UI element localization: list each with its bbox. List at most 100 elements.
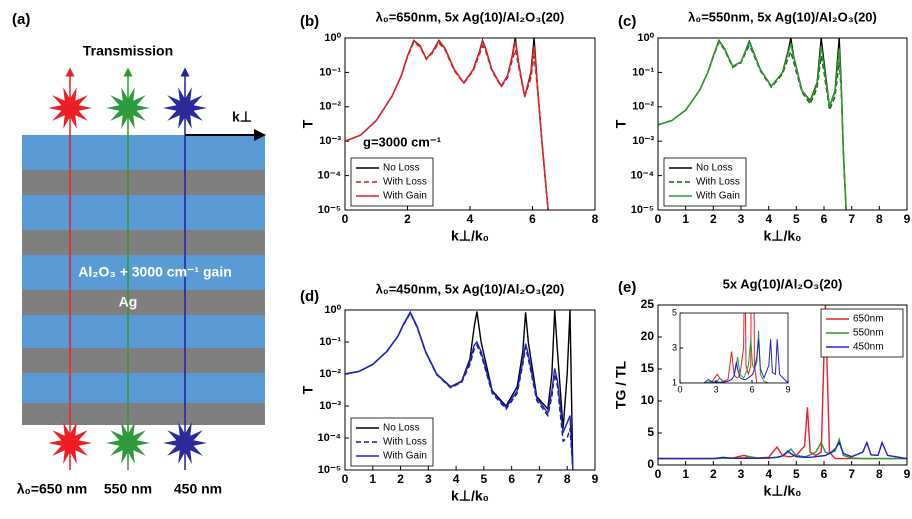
y-tick-label: 15 [641, 361, 655, 375]
x-tick-label: 9 [592, 472, 599, 486]
y-tick-label: 20 [641, 329, 655, 343]
starburst [106, 422, 150, 464]
y-axis-label: TG / TL [613, 360, 629, 409]
y-tick-label: 10⁻⁵ [631, 204, 654, 216]
legend-label: No Loss [383, 423, 420, 434]
legend-label: 550nm [853, 328, 884, 339]
x-tick-label: 5 [793, 467, 800, 481]
legend-label: No Loss [696, 163, 733, 174]
x-tick-label: 2 [397, 472, 404, 486]
starburst [106, 87, 150, 129]
y-tick-label: 25 [641, 297, 655, 311]
x-axis-label: k⊥/k₀ [451, 228, 489, 244]
legend-label: 650nm [853, 314, 884, 325]
x-axis-label: k⊥/k₀ [451, 488, 489, 504]
x-tick-label: 3 [738, 212, 745, 226]
plot-frame [344, 37, 596, 211]
x-tick-label: 4 [467, 212, 474, 226]
panel-label: (c) [618, 13, 636, 30]
ag-layers [22, 170, 265, 425]
x-tick-label: 8 [592, 212, 599, 226]
y-tick-label: 10⁻¹ [319, 66, 341, 78]
x-tick-label: 1 [682, 212, 689, 226]
legend-label: With Loss [383, 177, 427, 188]
chart-title: λ₀=650nm, 5x Ag(10)/Al₂O₃(20) [376, 9, 565, 24]
x-tick-label: 3 [425, 472, 432, 486]
heading: Transmission [83, 43, 173, 59]
legend-label: With Gain [383, 451, 427, 462]
x-tick-label: 7 [848, 467, 855, 481]
y-axis-label: T [613, 119, 629, 128]
y-tick-label: 10⁻³ [632, 135, 654, 147]
y-tick-label: 10⁰ [324, 304, 341, 316]
x-tick-label: 0 [655, 467, 662, 481]
x-tick-label: 6 [821, 212, 828, 226]
series-line [658, 39, 847, 210]
series-line [680, 339, 788, 383]
legend-label: With Gain [696, 191, 740, 202]
chart-title: λ₀=550nm, 5x Ag(10)/Al₂O₃(20) [688, 9, 877, 24]
x-tick-label: 1 [682, 467, 689, 481]
x-tick-label: 0 [655, 212, 662, 226]
y-tick-label: 10⁻³ [319, 400, 341, 412]
x-tick-label: 2 [404, 212, 411, 226]
x-tick-label: 8 [876, 467, 883, 481]
panel-a: (a) Transmission k⊥ Al₂O₃ + 3000 cm⁻¹ ga… [12, 11, 266, 497]
legend-label: With Loss [696, 177, 740, 188]
x-tick-label: 6 [821, 467, 828, 481]
x-tick-label: 6 [529, 212, 536, 226]
y-axis-label: T [300, 119, 316, 128]
x-tick-label: 4 [765, 467, 772, 481]
series-line [658, 440, 907, 460]
inset-y-tick-label: 5 [672, 307, 677, 317]
x-tick-label: 3 [738, 467, 745, 481]
y-axis-label: T [300, 385, 316, 394]
y-tick-label: 0 [647, 457, 654, 471]
inset-y-tick-label: 3 [672, 342, 677, 352]
y-tick-label: 10⁰ [637, 32, 654, 44]
annotation: g=3000 cm⁻¹ [363, 134, 441, 149]
panel-label: (a) [12, 11, 30, 28]
plot-frame [344, 309, 596, 471]
x-tick-label: 5 [793, 212, 800, 226]
x-tick-label: 2 [710, 212, 717, 226]
y-tick-label: 10⁻¹ [319, 336, 341, 348]
x-axis-label: k⊥/k₀ [764, 483, 802, 499]
y-tick-label: 10⁻⁵ [318, 204, 341, 216]
y-tick-label: 10⁻⁴ [631, 170, 654, 182]
wavelength: λ₀=650 nm [17, 481, 88, 497]
y-tick-label: 10⁰ [324, 32, 341, 44]
legend-label: 450nm [853, 342, 884, 353]
starburst [48, 422, 92, 464]
y-tick-label: 10⁻² [632, 101, 654, 113]
series-line [345, 311, 574, 470]
wavelength: 550 nm [104, 481, 152, 497]
x-tick-label: 9 [904, 467, 911, 481]
x-tick-label: 2 [710, 467, 717, 481]
x-tick-label: 8 [876, 212, 883, 226]
panel-label: (e) [618, 279, 636, 296]
y-tick-label: 5 [647, 425, 654, 439]
x-tick-label: 0 [342, 212, 349, 226]
y-tick-label: 10⁻⁵ [318, 464, 341, 476]
inset-y-tick-label: 1 [672, 377, 677, 387]
y-tick-label: 10⁻⁴ [318, 170, 341, 182]
plot-frame [657, 304, 908, 466]
panel-label: (b) [300, 13, 319, 30]
axis-label: k⊥ [232, 109, 252, 125]
x-tick-label: 4 [453, 472, 460, 486]
series-line [680, 330, 788, 383]
inset-x-tick-label: 3 [713, 384, 718, 394]
layer-label: Ag [119, 294, 138, 310]
x-tick-label: 7 [848, 212, 855, 226]
starburst [163, 87, 207, 129]
x-tick-label: 6 [508, 472, 515, 486]
x-tick-label: 8 [564, 472, 571, 486]
y-tick-label: 10⁻³ [319, 135, 341, 147]
legend-label: With Loss [383, 437, 427, 448]
y-tick-label: 10⁻² [319, 101, 341, 113]
legend-label: No Loss [383, 163, 420, 174]
x-tick-label: 5 [481, 472, 488, 486]
y-tick-label: 10⁻¹ [632, 66, 654, 78]
